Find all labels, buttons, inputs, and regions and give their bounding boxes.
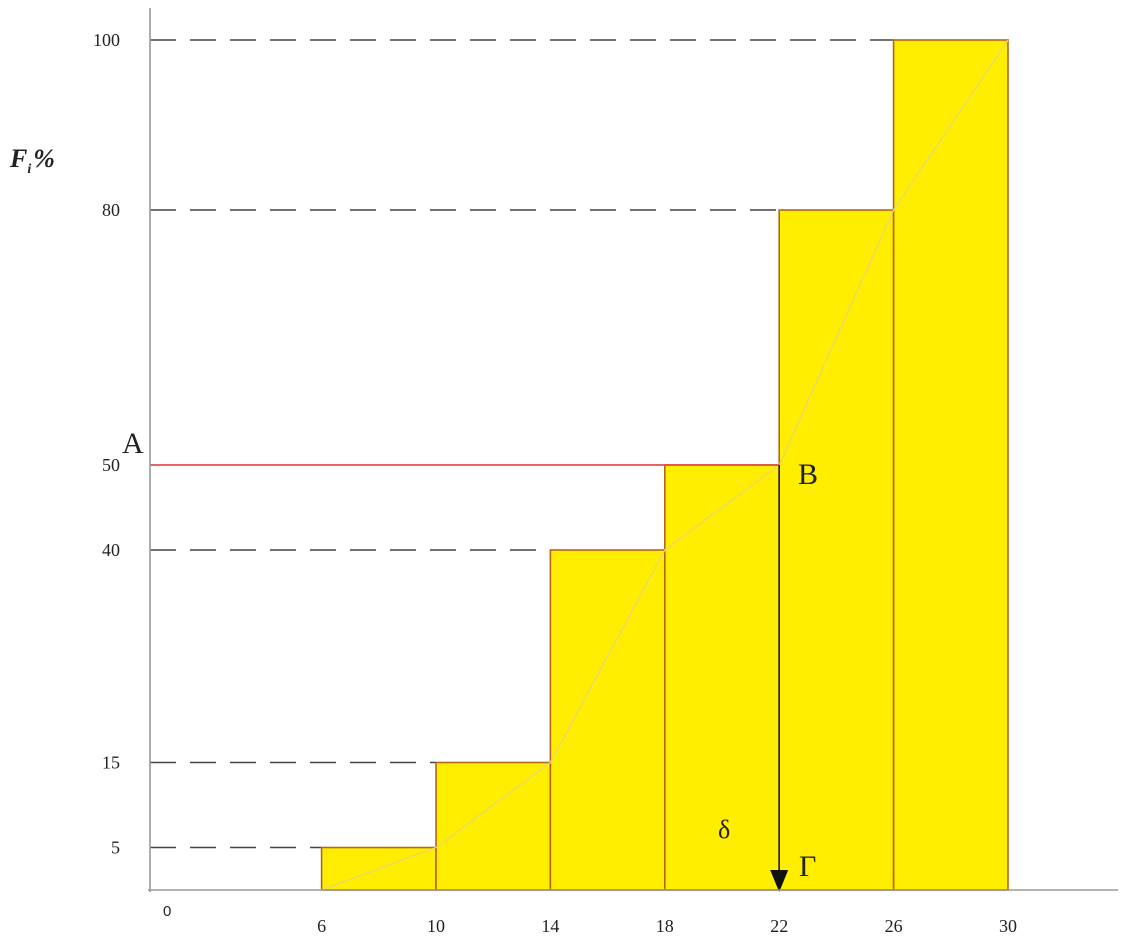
histogram-bars bbox=[320, 39, 1009, 891]
x-tick-label-6: 6 bbox=[317, 916, 326, 936]
median-drop-arrowhead bbox=[770, 870, 789, 892]
y-tick-label-50: 50 bbox=[102, 455, 120, 475]
bar-26-30 bbox=[892, 39, 1009, 891]
annotations: Fi% 0 A B δ Γ bbox=[9, 144, 818, 920]
y-tick-label-5: 5 bbox=[111, 838, 120, 858]
annotation-b: B bbox=[798, 458, 818, 491]
axes bbox=[148, 8, 1118, 892]
ogive-layer bbox=[150, 39, 1009, 892]
x-tick-label-18: 18 bbox=[656, 916, 674, 936]
annotation-gamma: Γ bbox=[799, 850, 816, 883]
y-axis-label-main: F bbox=[9, 144, 27, 173]
y-tick-label-15: 15 bbox=[102, 753, 120, 773]
y-tick-label-100: 100 bbox=[93, 30, 120, 50]
y-axis-label-unit: % bbox=[33, 144, 55, 173]
y-axis-label-sub: i bbox=[27, 162, 31, 177]
x-tick-label-30: 30 bbox=[999, 916, 1017, 936]
tick-labels: 6 10 14 18 22 26 30 5 15 40 50 80 100 bbox=[93, 30, 1017, 936]
x-tick-label-10: 10 bbox=[427, 916, 445, 936]
bar-22-26 bbox=[778, 209, 895, 891]
reference-lines bbox=[150, 39, 894, 849]
origin-label: 0 bbox=[163, 903, 171, 920]
y-tick-label-80: 80 bbox=[102, 200, 120, 220]
bar-14-18 bbox=[549, 549, 666, 891]
ogive-line bbox=[321, 39, 1009, 891]
y-axis-label: Fi% bbox=[9, 144, 55, 177]
annotation-delta: δ bbox=[718, 815, 730, 844]
y-tick-label-40: 40 bbox=[102, 540, 120, 560]
annotation-a: A bbox=[122, 427, 144, 460]
x-tick-label-22: 22 bbox=[770, 916, 788, 936]
x-tick-label-26: 26 bbox=[885, 916, 903, 936]
bar-10-14 bbox=[435, 761, 552, 891]
x-tick-label-14: 14 bbox=[541, 916, 559, 936]
